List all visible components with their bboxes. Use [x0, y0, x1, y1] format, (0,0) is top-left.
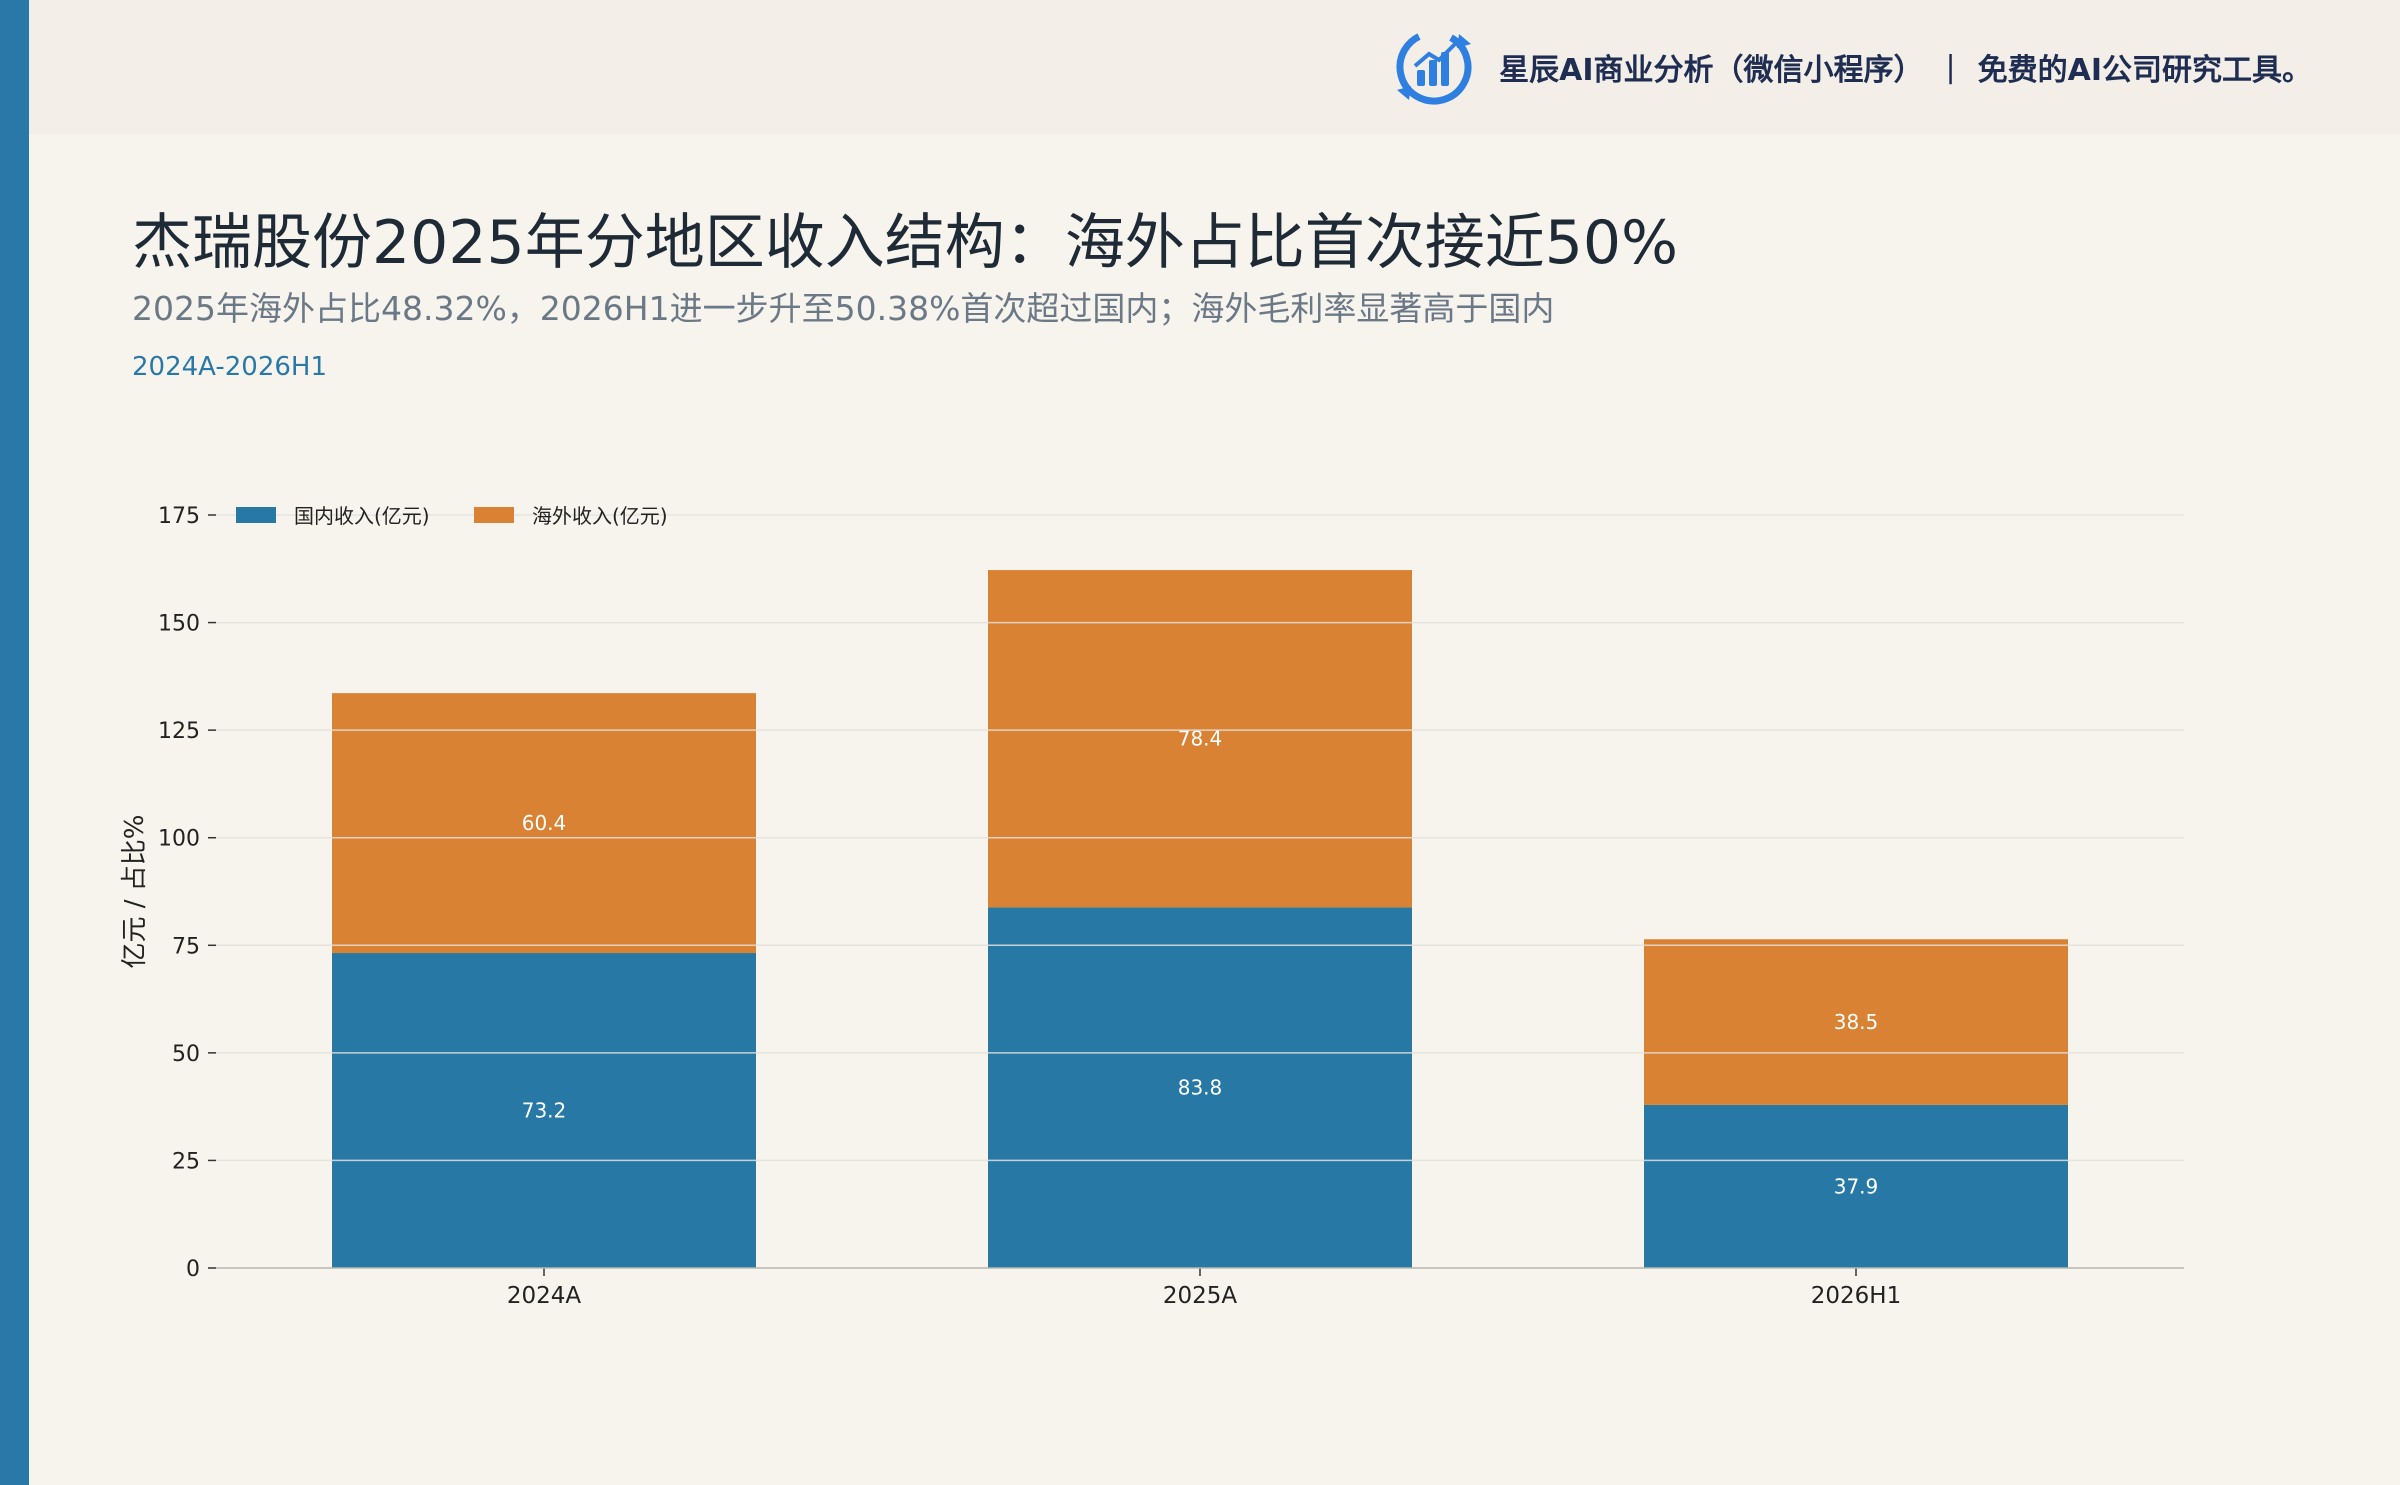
period-label: 2024A-2026H1: [132, 352, 328, 382]
legend-swatch: [474, 507, 514, 523]
brand-block[interactable]: 星辰AI商业分析（微信小程序） | 免费的AI公司研究工具。: [1393, 22, 2312, 112]
y-tick-label: 150: [158, 612, 200, 637]
y-tick-label: 100: [158, 827, 200, 852]
x-tick-label: 2025A: [1163, 1283, 1238, 1309]
brand-separator: |: [1945, 49, 1956, 85]
y-tick-label: 0: [186, 1257, 200, 1282]
bar-data-label: 60.4: [522, 811, 567, 835]
legend-label: 国内收入(亿元): [294, 504, 430, 528]
brand-tagline: 免费的AI公司研究工具。: [1977, 53, 2312, 88]
left-accent-bar: [0, 0, 29, 1485]
y-axis-label: 亿元 / 占比%: [120, 815, 150, 969]
bar-data-label: 37.9: [1834, 1174, 1879, 1198]
bar-domestic[interactable]: [988, 907, 1412, 1268]
y-tick-label: 75: [172, 934, 200, 959]
bar-overseas[interactable]: [332, 693, 756, 954]
page-subtitle: 2025年海外占比48.32%，2026H1进一步升至50.38%首次超过国内；…: [132, 289, 1555, 328]
bar-chart-refresh-icon: [1396, 29, 1472, 105]
top-banner: 星辰AI商业分析（微信小程序） | 免费的AI公司研究工具。: [29, 0, 2400, 134]
legend-swatch: [236, 507, 276, 523]
bar-domestic[interactable]: [1644, 1104, 2068, 1268]
bar-data-label: 73.2: [522, 1099, 567, 1123]
x-tick-label: 2026H1: [1811, 1283, 1901, 1309]
stacked-bar-chart: 0 25 50 75 100 125 150 175 亿元 / 占比% 73.2 60.4 2024A…: [120, 504, 2184, 1309]
bar-data-label: 38.5: [1834, 1010, 1879, 1034]
bar-domestic[interactable]: [332, 953, 756, 1268]
bar-data-label: 83.8: [1178, 1076, 1223, 1100]
y-tick-label: 50: [172, 1042, 200, 1067]
brand-name: 星辰AI商业分析（微信小程序）: [1499, 53, 1924, 88]
y-tick-label: 25: [172, 1149, 200, 1174]
legend-label: 海外收入(亿元): [532, 504, 668, 528]
bar-overseas[interactable]: [1644, 939, 2068, 1105]
y-tick-label: 125: [158, 719, 200, 744]
x-tick-label: 2024A: [507, 1283, 582, 1309]
bar-overseas[interactable]: [988, 570, 1412, 908]
y-tick-label: 175: [158, 504, 200, 529]
page-title: 杰瑞股份2025年分地区收入结构：海外占比首次接近50%: [132, 208, 1679, 278]
